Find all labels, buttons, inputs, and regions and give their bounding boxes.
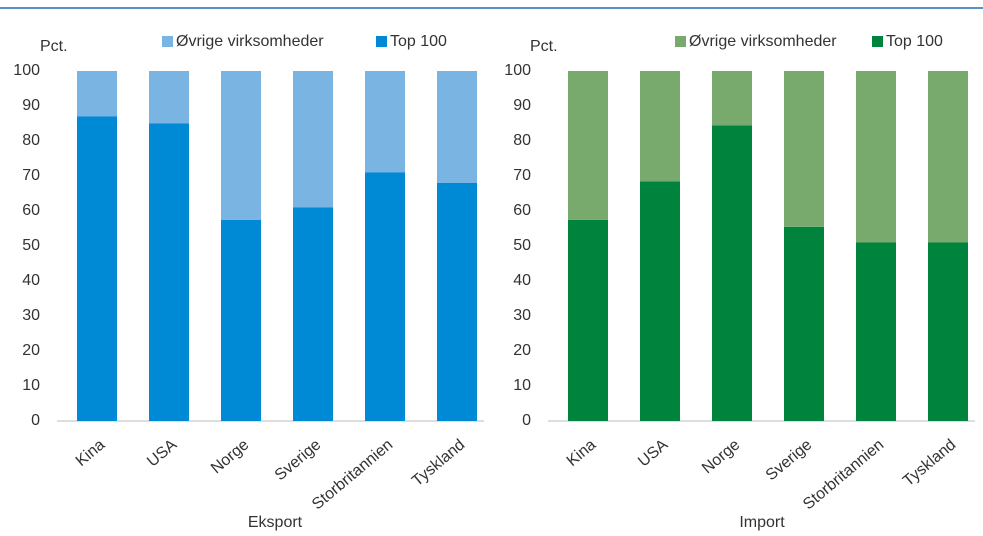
bar-segment xyxy=(640,181,680,421)
bar-segment xyxy=(856,242,896,421)
bar-segment xyxy=(221,219,261,421)
bar-segment xyxy=(640,71,680,182)
bar-segment xyxy=(568,71,608,220)
y-tick-label: 10 xyxy=(513,377,531,394)
legend-swatch xyxy=(675,36,686,47)
bar-segment xyxy=(221,71,261,220)
legend-label: Top 100 xyxy=(886,33,943,50)
bar-segment xyxy=(149,71,189,124)
x-axis-title: Eksport xyxy=(248,514,303,531)
legend-label: Øvrige virksomheder xyxy=(689,33,837,50)
y-tick-label: 40 xyxy=(22,272,40,289)
bar-segment xyxy=(437,183,477,421)
y-tick-label: 0 xyxy=(522,412,531,429)
y-tick-label: 90 xyxy=(22,97,40,114)
legend-swatch xyxy=(162,36,173,47)
y-tick-label: 20 xyxy=(513,342,531,359)
legend-swatch xyxy=(872,36,883,47)
legend-swatch xyxy=(376,36,387,47)
y-tick-label: 60 xyxy=(22,202,40,219)
y-tick-label: 50 xyxy=(22,237,40,254)
y-tick-label: 50 xyxy=(513,237,531,254)
y-tick-label: 100 xyxy=(504,62,531,79)
bar-segment xyxy=(712,125,752,421)
y-tick-label: 60 xyxy=(513,202,531,219)
bar-segment xyxy=(928,71,968,243)
bar-segment xyxy=(928,242,968,421)
bar-segment xyxy=(149,123,189,421)
bar-segment xyxy=(77,71,117,117)
bar-segment xyxy=(712,71,752,126)
y-tick-label: 70 xyxy=(22,167,40,184)
bar-segment xyxy=(293,207,333,421)
y-tick-label: 80 xyxy=(22,132,40,149)
bar-segment xyxy=(77,116,117,421)
bar-segment xyxy=(293,71,333,208)
legend-label: Top 100 xyxy=(390,33,447,50)
y-tick-label: 80 xyxy=(513,132,531,149)
y-tick-label: 10 xyxy=(22,377,40,394)
y-tick-label: 30 xyxy=(22,307,40,324)
y-tick-label: 40 xyxy=(513,272,531,289)
y-tick-label: 30 xyxy=(513,307,531,324)
bar-segment xyxy=(784,71,824,227)
legend-label: Øvrige virksomheder xyxy=(176,33,324,50)
bar-segment xyxy=(437,71,477,183)
y-tick-label: 0 xyxy=(31,412,40,429)
y-tick-label: 70 xyxy=(513,167,531,184)
y-tick-label: 100 xyxy=(13,62,40,79)
bar-segment xyxy=(784,226,824,421)
y-axis-label: Pct. xyxy=(530,38,558,55)
y-tick-label: 90 xyxy=(513,97,531,114)
bar-segment xyxy=(365,172,405,421)
y-tick-label: 20 xyxy=(22,342,40,359)
bar-segment xyxy=(568,219,608,421)
x-axis-title: Import xyxy=(739,514,785,531)
bar-segment xyxy=(365,71,405,173)
y-axis-label: Pct. xyxy=(40,38,68,55)
bar-segment xyxy=(856,71,896,243)
